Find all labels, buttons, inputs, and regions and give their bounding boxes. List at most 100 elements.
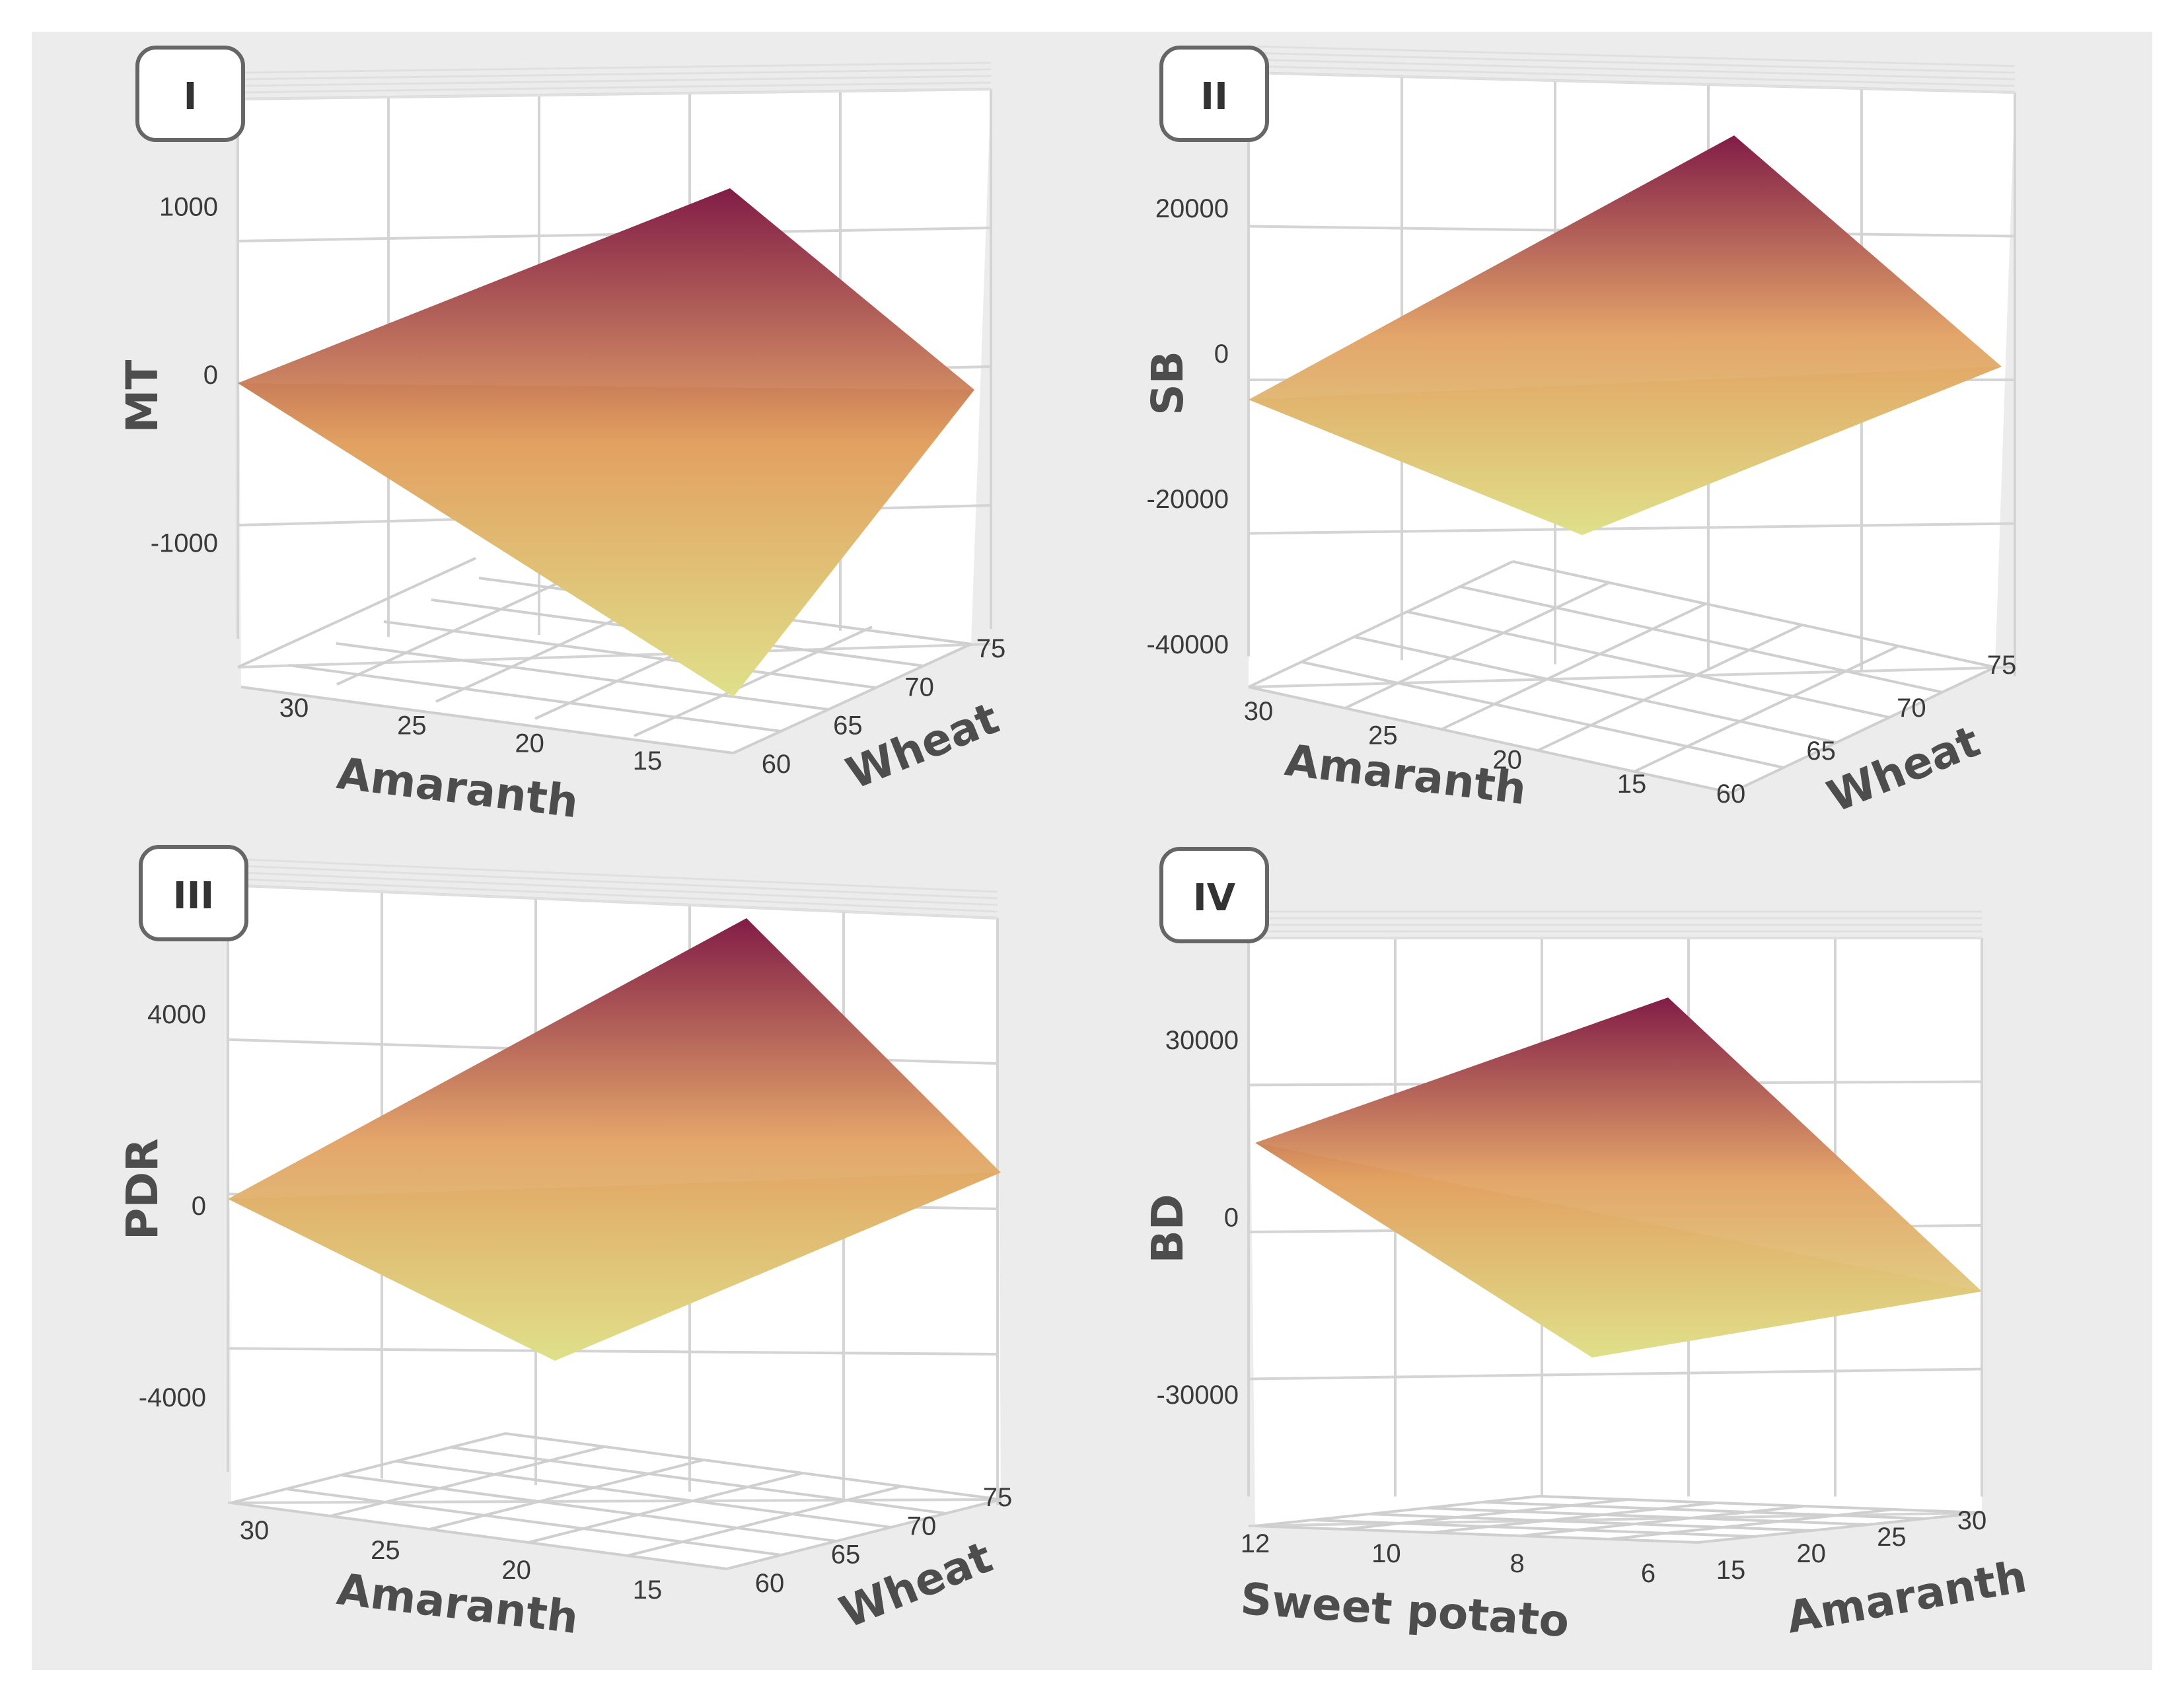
x-tick-label: 15	[1617, 770, 1647, 799]
x-tick-label: 25	[371, 1536, 400, 1565]
lid-grid-line	[1248, 45, 2016, 67]
y-tick-label: 65	[833, 711, 863, 741]
panel-III-y-ticks: 60 65 70 75	[755, 1483, 1013, 1598]
floor-grid-line	[336, 642, 829, 711]
panel-III-label: III	[173, 875, 215, 918]
floor-grid-line	[1425, 1507, 1869, 1526]
y-tick-label: 75	[983, 1483, 1013, 1512]
floor-grid-line	[1539, 1495, 1983, 1514]
floor-grid-line	[1634, 645, 1899, 773]
z-tick-label: 0	[1214, 340, 1229, 369]
floor-grid-line	[1301, 661, 1784, 769]
z-tick-label: 20000	[1155, 194, 1229, 223]
floor-grid-line	[1441, 602, 1706, 731]
panel-IV-z-axis-title: BD	[1142, 1194, 1193, 1263]
floor-grid-line	[1248, 686, 1731, 794]
lid-grid-line	[227, 884, 998, 920]
floor-grid-line	[1368, 1513, 1812, 1532]
floor-grid-line	[231, 1432, 506, 1504]
x-tick-label: 8	[1510, 1549, 1525, 1578]
z-tick-label: 30000	[1165, 1026, 1239, 1055]
floor-grid-line	[1482, 1501, 1926, 1520]
floor-grid-line	[1512, 560, 1996, 669]
z-tick-label: -40000	[1146, 630, 1229, 659]
grid-line-horizontal	[227, 1347, 998, 1356]
x-tick-label: 25	[1368, 721, 1398, 750]
lid-grid-line	[227, 877, 998, 913]
floor-grid-line	[1255, 1525, 1698, 1544]
floor-grid-line	[528, 1472, 803, 1544]
floor-grid-line	[330, 1445, 605, 1517]
z-tick-label: 4000	[147, 1000, 206, 1029]
x-tick-label: 20	[1492, 745, 1522, 774]
panel-IV-x-ticks: 12 10 8 6	[1241, 1529, 1656, 1588]
lid-grid-line	[227, 864, 998, 900]
panel-II-x-ticks: 30 25 20 15	[1244, 697, 1647, 799]
floor-grid-line	[726, 1498, 1001, 1570]
panel-I-y-ticks: 60 65 70 75	[762, 634, 1006, 779]
lid-grid-line	[237, 88, 992, 100]
lid-grid-line	[227, 871, 998, 906]
panel-IV-label-box: IV	[1159, 847, 1269, 943]
lid-grid-line	[227, 857, 998, 893]
floor-grid-line	[1406, 610, 1890, 719]
grid-line-horizontal	[1248, 666, 2016, 688]
grid-line-horizontal	[237, 643, 992, 669]
y-tick-label: 70	[1897, 694, 1926, 723]
floor-grid-line	[1255, 1495, 1540, 1527]
y-tick-label: 65	[831, 1540, 861, 1570]
y-tick-label: 20	[1796, 1539, 1826, 1568]
grid-line-horizontal	[1248, 1367, 1983, 1381]
panel-II-surface	[1249, 135, 2002, 535]
x-tick-label: 6	[1641, 1559, 1656, 1588]
z-tick-label: 0	[1224, 1204, 1239, 1233]
floor-grid-line	[1459, 585, 1943, 694]
floor-grid-line	[1343, 1498, 1628, 1531]
z-tick-label: 0	[203, 361, 218, 390]
floor-grid-line	[395, 1460, 892, 1529]
floor-grid-line	[231, 1502, 727, 1570]
panel-II-y-ticks: 60 65 70 75	[1716, 651, 2017, 809]
x-tick-label: 15	[633, 746, 663, 776]
y-tick-label: 65	[1806, 737, 1836, 766]
x-tick-label: 25	[397, 711, 427, 741]
z-tick-label: -1000	[151, 529, 218, 558]
floor-grid-line	[1248, 560, 1513, 688]
panel-III-x-ticks: 30 25 20 15	[240, 1516, 663, 1605]
panel-II-z-axis-title: SB	[1142, 351, 1193, 416]
panel-III-z-axis-title: PDR	[117, 1138, 168, 1240]
lid-grid-line	[1248, 71, 2016, 94]
surface-highlight	[1255, 997, 1982, 1291]
floor-grid-line	[733, 643, 972, 754]
floor-grid-line	[383, 620, 877, 689]
lid-grid-line	[237, 68, 992, 81]
surface-highlight	[1249, 135, 2002, 400]
floor-grid-line	[336, 574, 575, 686]
y-tick-label: 30	[1957, 1506, 1987, 1535]
panel-II-label-box: II	[1159, 46, 1269, 142]
floor-grid-line	[285, 1488, 782, 1556]
lid-grid-line	[237, 61, 992, 74]
floor-grid-line	[450, 1446, 947, 1515]
response-surface-bd	[1255, 997, 1982, 1357]
floor-grid-line	[1344, 581, 1610, 709]
lid-grid-line	[1248, 65, 2016, 87]
panel-I-label: I	[184, 75, 198, 118]
floor-grid-line	[505, 1432, 1001, 1501]
floor-grid-line	[429, 1459, 704, 1531]
floor-grid-line	[1609, 1508, 1894, 1540]
floor-grid-line	[1730, 666, 1996, 794]
x-tick-label: 20	[501, 1556, 531, 1585]
floor-grid-line	[240, 686, 734, 754]
floor-grid-line	[1537, 624, 1803, 752]
panel-III-label-box: III	[139, 845, 248, 941]
panel-II-z-ticks: 20000 0 -20000 -40000	[1146, 194, 1229, 659]
panel-II-label: II	[1200, 75, 1228, 118]
floor-grid-line	[340, 1474, 837, 1542]
panel-I-x-ticks: 30 25 20 15	[279, 694, 663, 776]
surface-highlight	[238, 188, 974, 390]
